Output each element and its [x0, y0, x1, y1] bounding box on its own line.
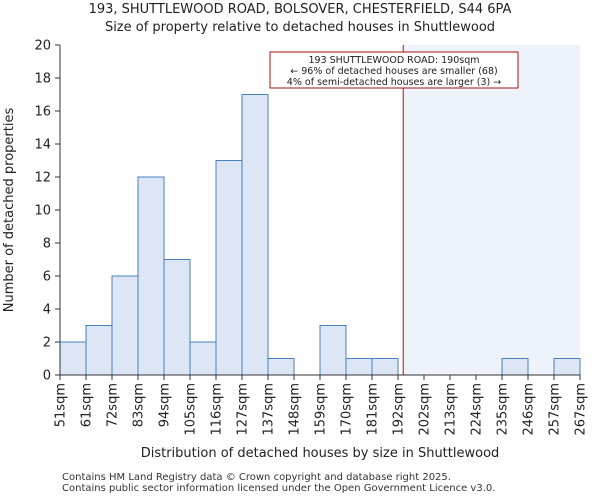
histogram-bar [553, 358, 581, 376]
footer-licence: Contains public sector information licen… [62, 483, 496, 494]
x-tick-label: 61sqm [80, 383, 95, 427]
y-tick-label: 18 [34, 72, 51, 87]
y-tick-label: 6 [43, 270, 51, 285]
y-tick-label: 10 [34, 204, 51, 219]
histogram-bar [267, 358, 295, 376]
x-tick-label: 213sqm [444, 383, 459, 436]
histogram-bar [111, 275, 139, 376]
histogram-bar [345, 358, 373, 376]
annotation-line: ← 96% of detached houses are smaller (68… [290, 66, 497, 77]
annotation-line: 4% of semi-detached houses are larger (3… [287, 77, 501, 88]
histogram-bar [501, 358, 529, 376]
x-tick-label: 192sqm [392, 383, 407, 436]
y-tick-label: 14 [34, 138, 51, 153]
y-tick-label: 2 [43, 336, 51, 351]
x-axis-title: Distribution of detached houses by size … [141, 446, 500, 461]
larger-region-shade [403, 45, 580, 375]
x-tick-label: 170sqm [340, 383, 355, 436]
histogram-bar [241, 94, 269, 376]
footer-copyright: Contains HM Land Registry data © Crown c… [62, 472, 451, 483]
annotation-line: 193 SHUTTLEWOOD ROAD: 190sqm [308, 55, 479, 66]
x-tick-label: 202sqm [418, 383, 433, 436]
annotation-box [269, 51, 519, 89]
x-tick-label: 127sqm [236, 383, 251, 436]
x-tick-label: 224sqm [470, 383, 485, 436]
x-tick-label: 235sqm [496, 383, 511, 436]
histogram-bar [371, 358, 399, 376]
x-tick-label: 83sqm [132, 383, 147, 427]
histogram-bar [189, 341, 217, 376]
y-tick-label: 0 [43, 369, 51, 384]
x-tick-label: 159sqm [314, 383, 329, 436]
histogram-bar [319, 325, 347, 376]
y-axis-title: Number of detached properties [2, 108, 17, 313]
y-tick-label: 12 [34, 171, 51, 186]
histogram-bar [215, 160, 243, 376]
x-tick-label: 148sqm [288, 383, 303, 436]
x-tick-label: 94sqm [158, 383, 173, 427]
y-tick-label: 8 [43, 237, 51, 252]
x-tick-label: 257sqm [548, 383, 563, 436]
chart-subtitle: Size of property relative to detached ho… [104, 20, 496, 35]
x-tick-label: 51sqm [54, 383, 69, 427]
histogram-bar [59, 341, 87, 376]
x-tick-label: 181sqm [366, 383, 381, 436]
x-tick-label: 116sqm [210, 383, 225, 436]
chart-title: 193, SHUTTLEWOOD ROAD, BOLSOVER, CHESTER… [88, 2, 512, 17]
x-tick-label: 105sqm [184, 383, 199, 436]
y-tick-label: 4 [43, 303, 51, 318]
histogram-bar [137, 176, 165, 376]
x-tick-label: 267sqm [574, 383, 589, 436]
x-tick-label: 246sqm [522, 383, 537, 436]
histogram-bar [163, 259, 191, 376]
x-tick-label: 137sqm [262, 383, 277, 436]
y-tick-label: 16 [34, 105, 51, 120]
x-tick-label: 72sqm [106, 383, 121, 427]
histogram-bar [85, 325, 113, 376]
y-tick-label: 20 [34, 39, 51, 54]
